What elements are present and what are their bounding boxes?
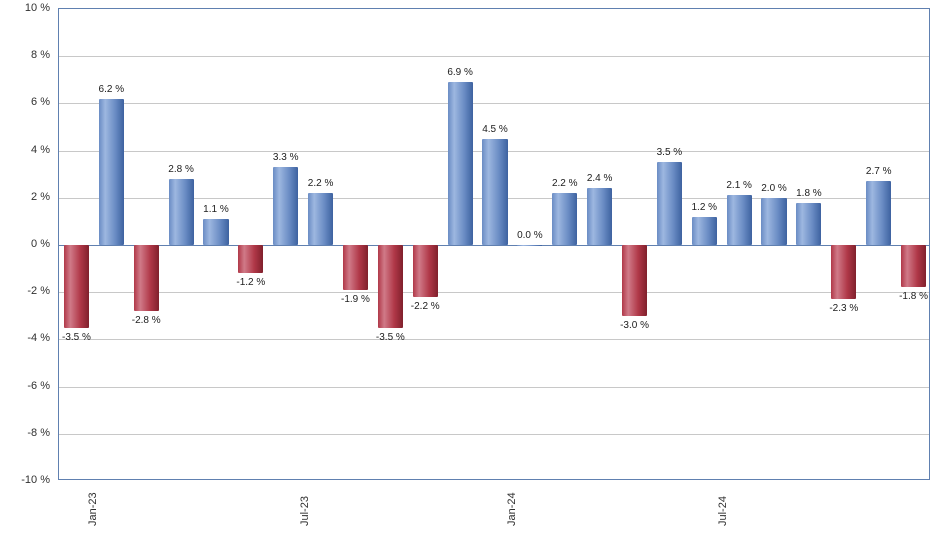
bar-value-label: -3.5 % [62,332,91,343]
bar-value-label: 1.2 % [691,202,717,213]
bar-value-label: 6.9 % [447,67,473,78]
bar [169,179,194,245]
y-tick-label: 8 % [0,49,50,61]
gridline [59,292,929,293]
bar-value-label: 2.8 % [168,164,194,175]
x-tick-label: Jul-24 [717,496,729,526]
gridline [59,387,929,388]
bar [308,193,333,245]
y-tick-label: -4 % [0,332,50,344]
gridline [59,245,929,246]
bar [622,245,647,316]
bar-value-label: 2.2 % [308,178,334,189]
bar-value-label: 1.1 % [203,204,229,215]
bar [552,193,577,245]
percent-bar-chart: -3.5 % 6.2 % -2.8 % 2.8 % 1.1 % -1.2 % 3.3 % 2.… [0,0,940,550]
bar [796,203,821,245]
gridline [59,339,929,340]
bar [99,99,124,245]
bar-value-label: 2.1 % [726,180,752,191]
bar [692,217,717,245]
bar-value-label: -1.2 % [236,277,265,288]
gridline [59,56,929,57]
bar [587,188,612,245]
bar-value-label: 3.3 % [273,152,299,163]
bar-value-label: 4.5 % [482,124,508,135]
bar-value-label: -3.0 % [620,320,649,331]
bar [448,82,473,245]
bar [901,245,926,287]
bar [657,162,682,245]
bar [343,245,368,290]
y-tick-label: 0 % [0,238,50,250]
x-tick-label: Jul-23 [299,496,311,526]
gridline [59,434,929,435]
bar-value-label: 2.7 % [866,166,892,177]
bar [134,245,159,311]
bar [413,245,438,297]
bar-value-label: 3.5 % [657,147,683,158]
bar-value-label: -3.5 % [376,332,405,343]
bar [64,245,89,328]
y-tick-label: 10 % [0,2,50,14]
bar-value-label: -2.8 % [132,315,161,326]
y-tick-label: 6 % [0,96,50,108]
y-tick-label: 2 % [0,191,50,203]
plot-area: -3.5 % 6.2 % -2.8 % 2.8 % 1.1 % -1.2 % 3.3 % 2.… [58,8,930,480]
bar [203,219,228,245]
bar-value-label: -1.9 % [341,294,370,305]
bar [238,245,263,273]
bar-value-label: 1.8 % [796,188,822,199]
gridline [59,103,929,104]
bar-value-label: 6.2 % [99,84,125,95]
bar [482,139,507,245]
bar-value-label: -2.2 % [411,301,440,312]
bar [273,167,298,245]
bar-value-label: 2.4 % [587,173,613,184]
bar [517,245,542,246]
x-tick-label: Jan-24 [506,492,518,526]
y-tick-label: -6 % [0,380,50,392]
bar-value-label: 2.0 % [761,183,787,194]
bar-value-label: 2.2 % [552,178,578,189]
bar-value-label: -2.3 % [829,303,858,314]
bar [378,245,403,328]
bar [761,198,786,245]
y-tick-label: -2 % [0,285,50,297]
y-tick-label: 4 % [0,144,50,156]
x-tick-label: Jan-23 [87,492,99,526]
bar [727,195,752,245]
bar-value-label: 0.0 % [517,230,543,241]
y-tick-label: -10 % [0,474,50,486]
y-tick-label: -8 % [0,427,50,439]
bar [831,245,856,299]
bar-value-label: -1.8 % [899,291,928,302]
bar [866,181,891,245]
